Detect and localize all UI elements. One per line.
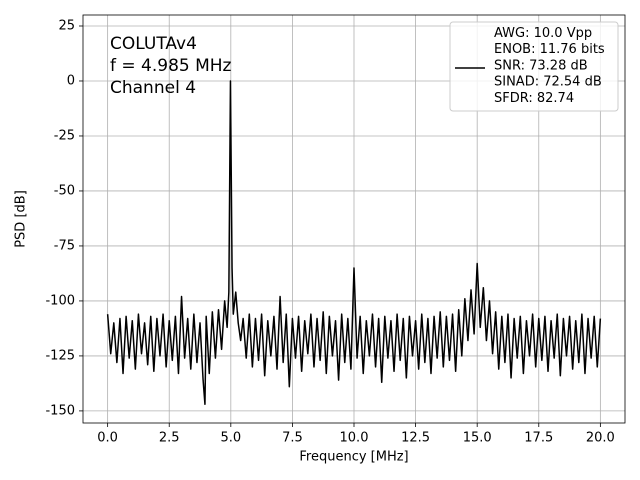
y-tick-label: -50	[54, 183, 75, 198]
y-tick-label: -75	[54, 238, 75, 253]
x-axis-label: Frequency [MHz]	[299, 450, 408, 465]
ticks: 0.0 2.5 5.0 7.5 10.0 12.5 15.0 17.5 20.0 25 0 -25 -5…	[45, 18, 614, 445]
legend: AWG: 10.0 Vpp ENOB: 11.76 bits SNR: 73.28 …	[449, 21, 619, 112]
y-tick-label: -125	[45, 348, 75, 363]
legend-box	[449, 21, 619, 112]
x-tick-label: 5.0	[220, 431, 241, 446]
y-tick-label: -150	[45, 403, 75, 418]
plot	[106, 80, 602, 406]
x-tick-label: 15.0	[463, 431, 492, 446]
y-tick-label: -25	[54, 128, 75, 143]
y-tick-label: -100	[45, 293, 75, 308]
x-tick-label: 17.5	[524, 431, 553, 446]
x-tick-label: 10.0	[340, 431, 369, 446]
x-tick-label: 20.0	[586, 431, 615, 446]
y-tick-label: 0	[67, 73, 75, 88]
x-tick-label: 12.5	[401, 431, 430, 446]
x-tick-label: 2.5	[159, 431, 180, 446]
annotation: Channel 4	[110, 78, 196, 98]
annotation: f = 4.985 MHz	[110, 56, 232, 76]
annotation: COLUTAv4	[110, 34, 197, 54]
psd-line	[106, 80, 602, 406]
y-axis-label: PSD [dB]	[14, 190, 29, 248]
x-tick-label: 7.5	[282, 431, 303, 446]
legend-label: AWG: 10.0 Vpp ENOB: 11.76 bits SNR: 73.28 …	[494, 26, 605, 106]
y-tick-label: 25	[58, 18, 75, 33]
x-tick-label: 0.0	[97, 431, 118, 446]
